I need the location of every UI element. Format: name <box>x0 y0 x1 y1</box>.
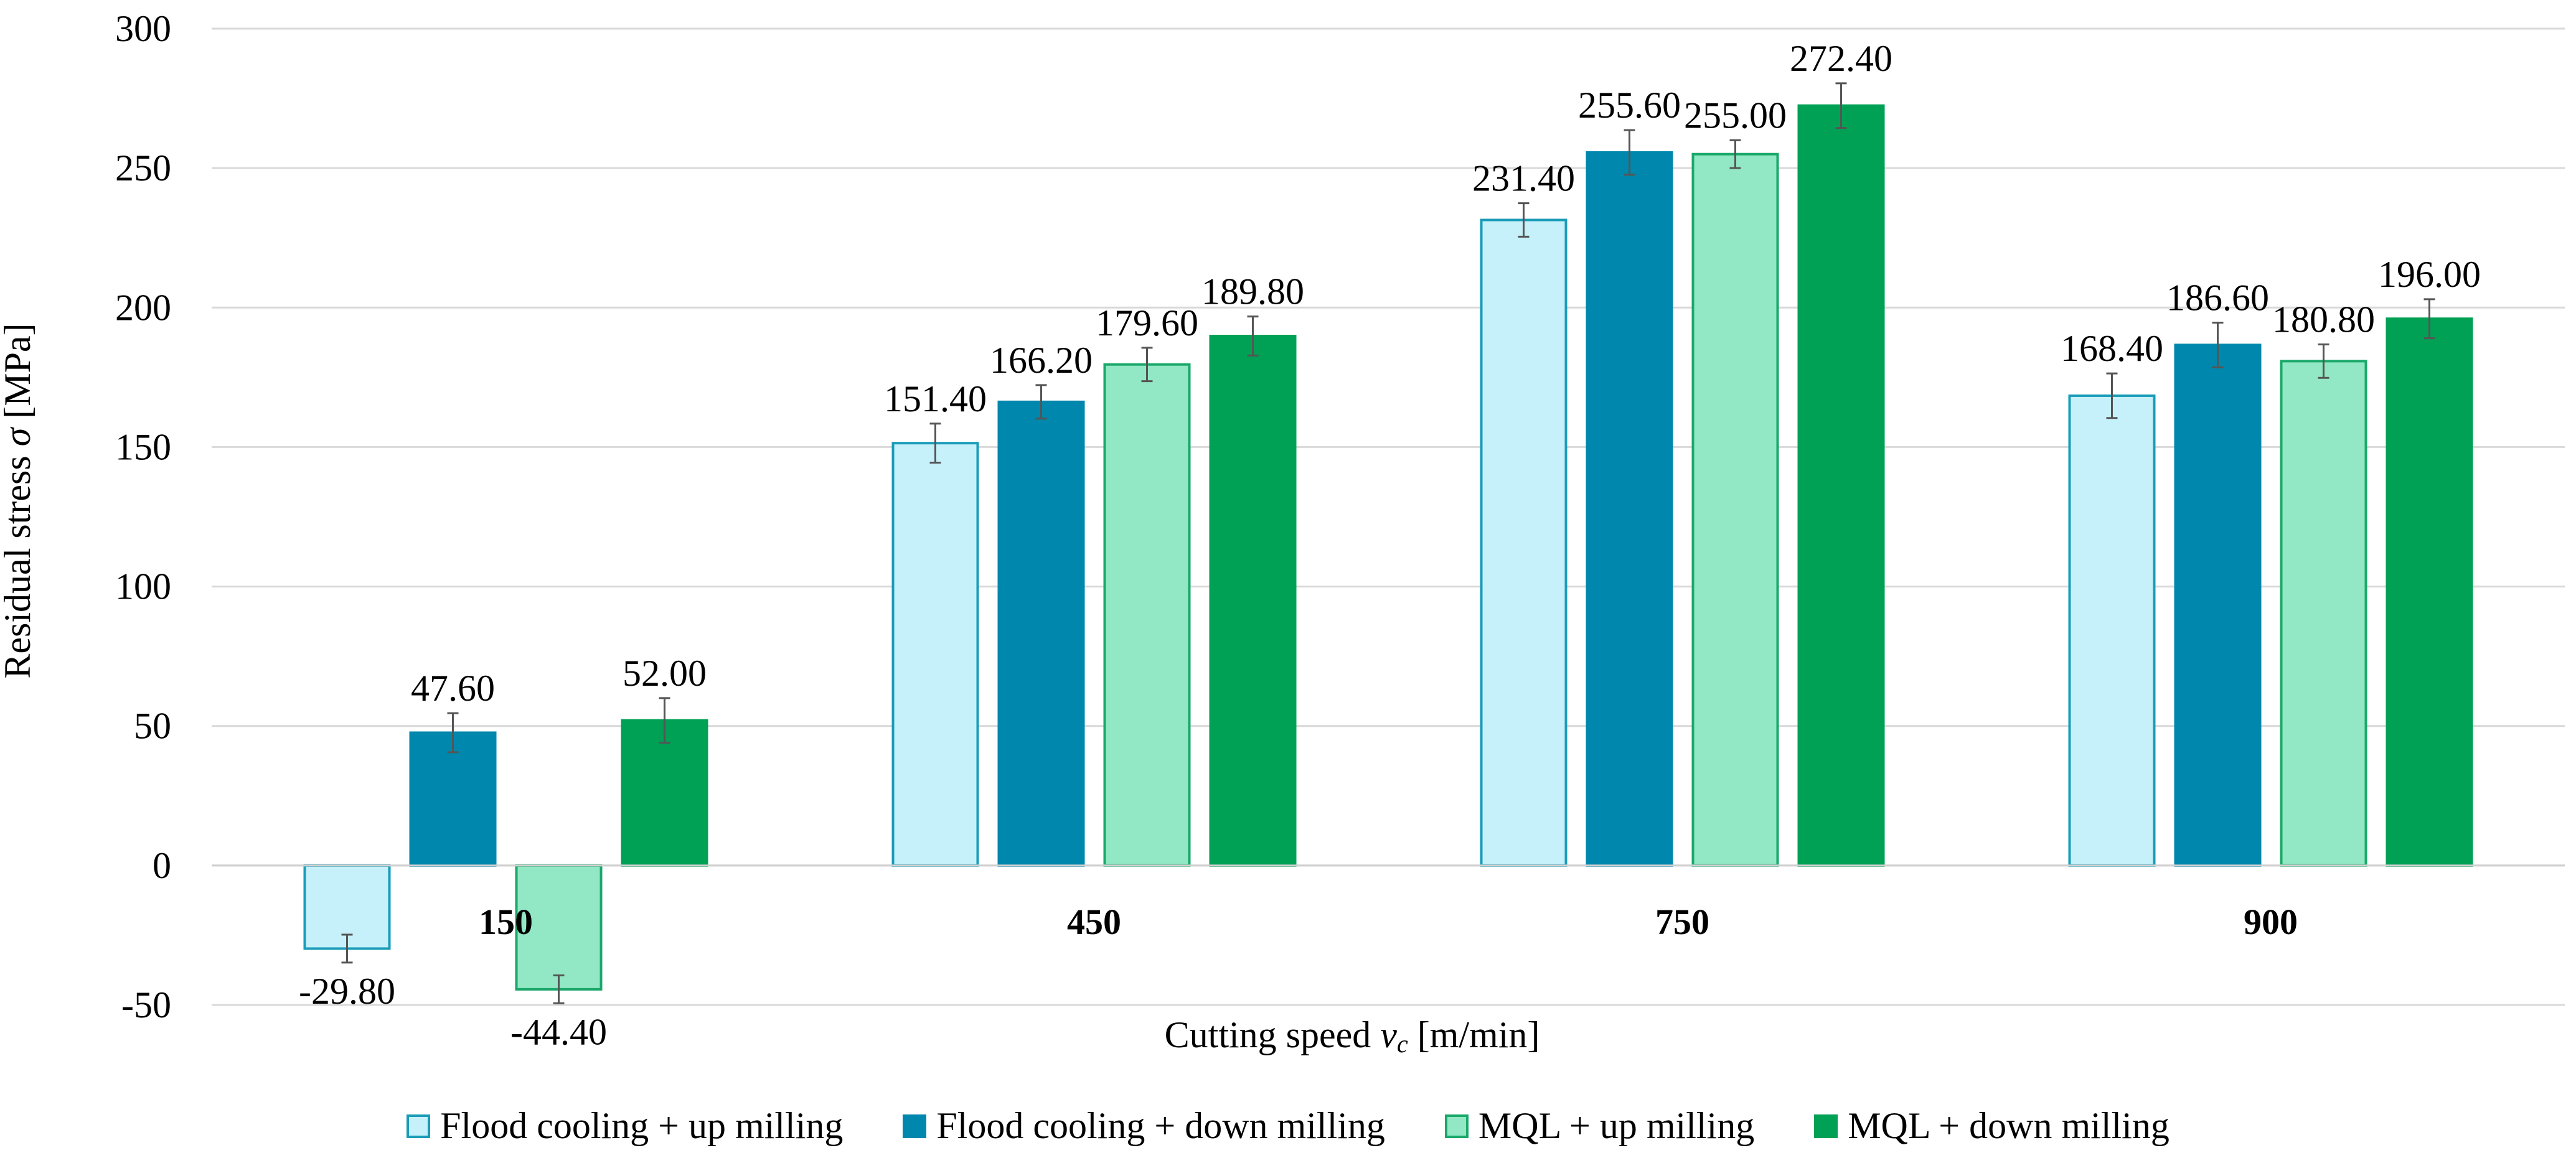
x-tick-label: 450 <box>1067 902 1121 942</box>
legend-item: MQL + down milling <box>1814 1105 2169 1147</box>
legend-swatch <box>1814 1114 1838 1138</box>
y-axis-title: Residual stress σ [MPa] <box>0 323 38 678</box>
bar <box>515 864 603 991</box>
y-tick-label: 300 <box>115 8 171 49</box>
bar <box>1797 104 1885 867</box>
data-label: -29.80 <box>299 971 395 1012</box>
legend-item: Flood cooling + down milling <box>903 1105 1385 1147</box>
bar <box>1209 335 1297 867</box>
bar <box>2280 360 2367 867</box>
legend-swatch <box>903 1114 927 1138</box>
data-label: 255.00 <box>1684 95 1787 136</box>
error-bar <box>2423 298 2435 340</box>
error-bar <box>929 423 941 464</box>
x-axis-title: Cutting speed vc [m/min] <box>1165 1014 1540 1058</box>
legend-label: MQL + down milling <box>1848 1105 2169 1146</box>
bar <box>1480 218 1568 867</box>
error-bar <box>447 712 459 754</box>
bar <box>891 442 979 867</box>
bar <box>2174 343 2262 867</box>
bars <box>303 104 2473 991</box>
bar <box>2068 394 2156 867</box>
bar <box>1103 363 1191 867</box>
legend-label: Flood cooling + up milling <box>440 1105 844 1146</box>
data-label: 189.80 <box>1201 271 1304 312</box>
data-label: 47.60 <box>411 668 495 709</box>
error-bar <box>2212 321 2224 368</box>
data-label: 52.00 <box>623 653 707 694</box>
error-bar <box>1247 315 1259 357</box>
error-bar <box>1624 129 1635 176</box>
error-bar <box>1035 384 1047 420</box>
error-bar <box>659 697 670 744</box>
legend: Flood cooling + up milling Flood cooling … <box>0 1105 2576 1147</box>
data-label: 196.00 <box>2378 254 2481 295</box>
x-tick-label: 150 <box>479 902 533 942</box>
legend-item: MQL + up milling <box>1444 1105 1755 1147</box>
error-bars <box>341 82 2435 1004</box>
error-bar <box>1835 82 1847 129</box>
x-tick-label: 900 <box>2244 902 2298 942</box>
bar <box>1691 152 1779 867</box>
error-bar <box>341 933 353 964</box>
y-tick-label: -50 <box>121 984 171 1025</box>
error-bar <box>2318 343 2329 379</box>
legend-swatch <box>1444 1114 1469 1138</box>
category-labels: 150 450 750 900 <box>479 902 2298 942</box>
bar <box>997 400 1085 867</box>
data-label: 168.40 <box>2061 328 2163 369</box>
bar <box>1586 151 1673 867</box>
data-labels: -29.80 47.60 -44.40 52.00 151.40166.20179.60… <box>299 38 2481 1052</box>
x-tick-label: 750 <box>1655 902 1709 942</box>
data-label: 272.40 <box>1790 38 1892 79</box>
legend-label: MQL + up milling <box>1478 1105 1755 1146</box>
error-bar <box>1141 347 1153 383</box>
error-bar <box>2106 372 2118 419</box>
error-bar <box>553 974 565 1004</box>
data-label: 179.60 <box>1096 302 1198 343</box>
legend-swatch <box>407 1114 431 1138</box>
data-label: 166.20 <box>990 340 1093 381</box>
data-label: 151.40 <box>884 378 987 419</box>
data-label: -44.40 <box>510 1011 607 1052</box>
error-bar <box>1518 202 1530 238</box>
y-tick-labels: -50 0 50 100 150 200 250 300 <box>115 8 171 1025</box>
y-tick-label: 250 <box>115 147 171 189</box>
y-tick-label: 200 <box>115 287 171 328</box>
y-tick-label: 100 <box>115 566 171 607</box>
bar <box>2386 317 2473 867</box>
legend-label: Flood cooling + down milling <box>936 1105 1385 1146</box>
data-label: 186.60 <box>2166 277 2269 318</box>
legend-item: Flood cooling + up milling <box>407 1105 843 1147</box>
error-bar <box>1729 139 1741 169</box>
data-label: 255.60 <box>1578 85 1681 126</box>
y-tick-label: 150 <box>115 426 171 467</box>
y-tick-label: 0 <box>153 845 171 886</box>
data-label: 180.80 <box>2272 299 2375 340</box>
data-label: 231.40 <box>1472 158 1575 199</box>
y-tick-label: 50 <box>134 706 171 747</box>
